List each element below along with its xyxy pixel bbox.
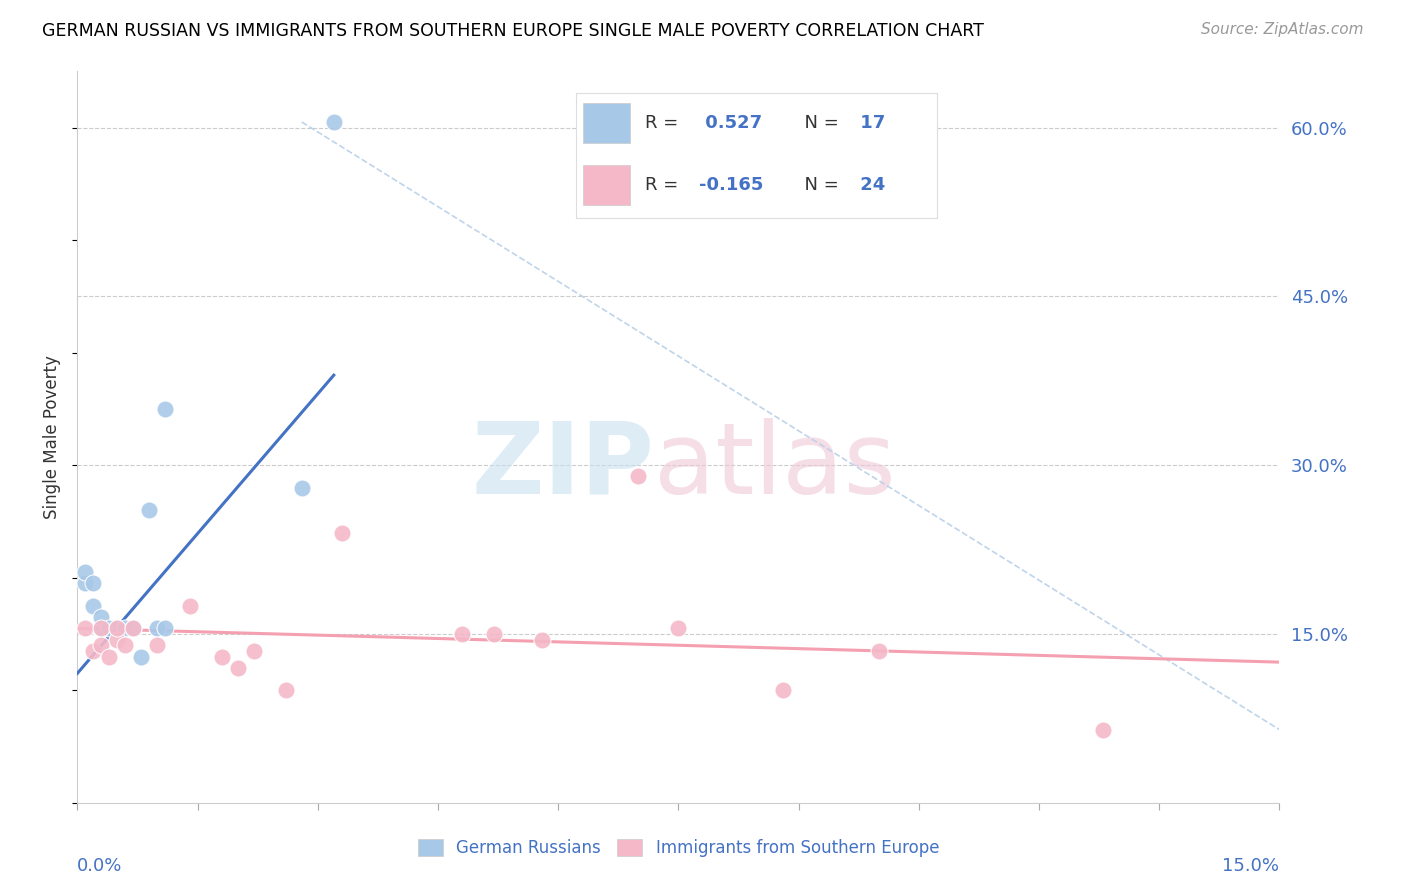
- Point: [75, 621, 97, 635]
- Point: [868, 644, 890, 658]
- FancyBboxPatch shape: [583, 165, 630, 205]
- Text: Source: ZipAtlas.com: Source: ZipAtlas.com: [1201, 22, 1364, 37]
- Point: [98, 621, 121, 635]
- Point: [114, 621, 136, 635]
- Point: [146, 638, 169, 652]
- Point: [772, 683, 794, 698]
- Text: 17: 17: [853, 114, 886, 132]
- Text: ZIP: ZIP: [471, 417, 654, 515]
- Point: [82, 576, 104, 591]
- Point: [451, 627, 474, 641]
- Text: -0.165: -0.165: [699, 177, 763, 194]
- Point: [82, 599, 104, 613]
- Point: [330, 525, 353, 540]
- Text: 24: 24: [853, 177, 886, 194]
- Point: [242, 644, 264, 658]
- Point: [107, 621, 129, 635]
- Point: [627, 469, 650, 483]
- Point: [90, 621, 112, 635]
- Point: [291, 481, 314, 495]
- Point: [90, 621, 112, 635]
- Point: [122, 621, 145, 635]
- Point: [226, 661, 249, 675]
- Point: [107, 621, 129, 635]
- Point: [107, 632, 129, 647]
- Text: GERMAN RUSSIAN VS IMMIGRANTS FROM SOUTHERN EUROPE SINGLE MALE POVERTY CORRELATIO: GERMAN RUSSIAN VS IMMIGRANTS FROM SOUTHE…: [42, 22, 984, 40]
- Point: [668, 621, 690, 635]
- Point: [131, 649, 153, 664]
- Text: atlas: atlas: [654, 417, 896, 515]
- FancyBboxPatch shape: [583, 103, 630, 143]
- Point: [82, 644, 104, 658]
- Text: 0.0%: 0.0%: [77, 857, 122, 875]
- Legend: German Russians, Immigrants from Southern Europe: German Russians, Immigrants from Souther…: [411, 832, 946, 864]
- Point: [146, 621, 169, 635]
- Y-axis label: Single Male Poverty: Single Male Poverty: [44, 355, 62, 519]
- Point: [98, 649, 121, 664]
- Point: [114, 638, 136, 652]
- Text: N =: N =: [793, 114, 844, 132]
- Point: [155, 621, 177, 635]
- Point: [1092, 723, 1115, 737]
- Point: [482, 627, 505, 641]
- Text: N =: N =: [793, 177, 844, 194]
- Point: [138, 503, 160, 517]
- Point: [90, 610, 112, 624]
- Point: [179, 599, 201, 613]
- Text: R =: R =: [645, 114, 683, 132]
- Point: [155, 401, 177, 416]
- Text: 0.527: 0.527: [699, 114, 762, 132]
- Point: [75, 576, 97, 591]
- Point: [211, 649, 233, 664]
- Point: [531, 632, 554, 647]
- Point: [122, 621, 145, 635]
- Point: [322, 115, 344, 129]
- Point: [90, 638, 112, 652]
- Point: [75, 565, 97, 579]
- Text: R =: R =: [645, 177, 683, 194]
- Point: [274, 683, 297, 698]
- Text: 15.0%: 15.0%: [1222, 857, 1279, 875]
